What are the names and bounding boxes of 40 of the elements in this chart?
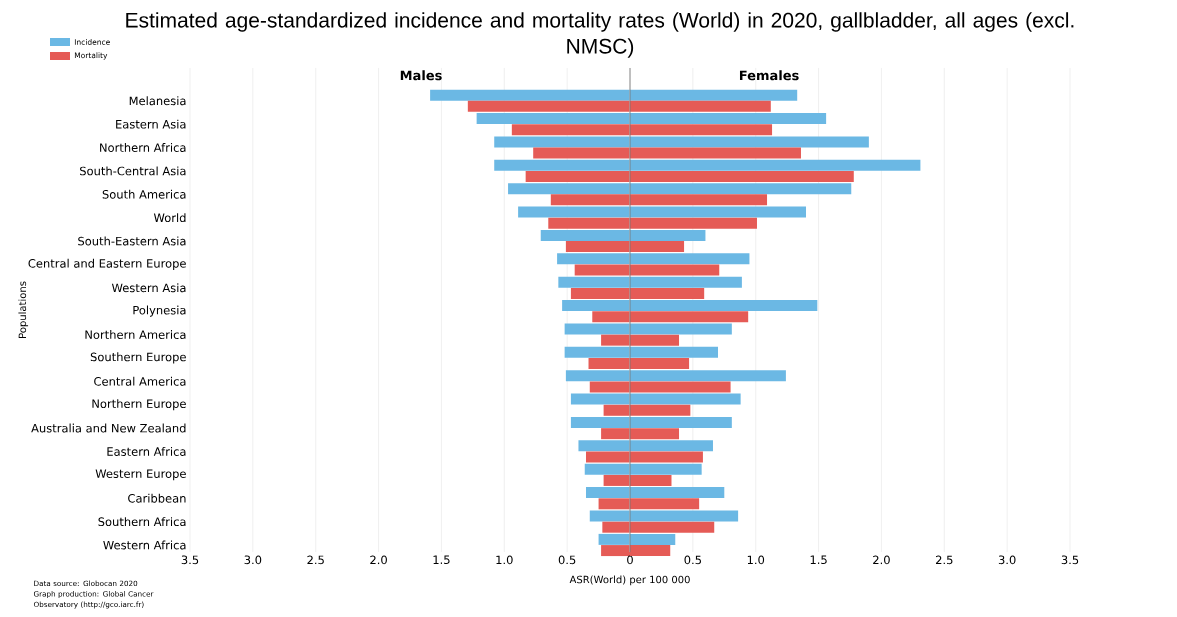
x-tick-label: 3.5 <box>1061 555 1079 565</box>
x-tick-label: 0.5 <box>558 555 576 565</box>
y-tick-label: Western Europe <box>95 469 186 481</box>
x-tick-label: 2.5 <box>935 555 953 565</box>
y-tick-label: South-Central Asia <box>80 166 186 176</box>
chart-subtitle: Females <box>739 70 799 81</box>
y-tick-label: World <box>153 213 186 223</box>
y-axis-title: Populations <box>18 281 29 338</box>
x-axis-title: ASR(World) per 100 000 <box>569 575 690 586</box>
x-tick-label: 2.0 <box>873 555 890 565</box>
x-tick-label: 3.5 <box>181 555 199 565</box>
y-tick-label: Polynesia <box>133 305 186 317</box>
x-tick-label: 2.5 <box>307 555 324 565</box>
y-tick-label: Northern Africa <box>100 143 186 152</box>
x-tick-label: 1.5 <box>433 555 450 565</box>
y-tick-label: Central America <box>94 376 186 386</box>
y-tick-label: Western Asia <box>111 283 186 293</box>
y-tick-label: Central and Eastern Europe <box>28 258 186 270</box>
y-tick-label: South-Eastern Asia <box>78 236 186 246</box>
chart-subtitle: Males <box>400 70 442 81</box>
y-tick-label: Northern America <box>85 330 186 339</box>
y-tick-label: Western Africa <box>103 540 186 550</box>
x-tick-label: 3.0 <box>998 555 1016 565</box>
chart-title: Estimated age-standardized incidence and mortality rates (World) in 2020, gallbladder, all ages (excl. NMSC) <box>126 12 1074 58</box>
x-tick-label: 0.5 <box>684 555 701 565</box>
x-tick-label: 1.0 <box>747 555 765 565</box>
x-tick-label: 1.5 <box>810 555 827 565</box>
y-tick-label: Northern Europe <box>92 399 186 411</box>
y-tick-label: Southern Africa <box>98 517 186 527</box>
y-tick-label: Eastern Africa <box>107 447 186 456</box>
x-tick-label: 2.0 <box>370 555 387 565</box>
x-tick-label: 3.0 <box>244 555 262 565</box>
y-tick-label: Australia and New Zealand <box>31 423 186 433</box>
y-tick-label: South America <box>102 189 186 199</box>
y-tick-label: Eastern Asia <box>116 119 186 129</box>
y-tick-label: Southern Europe <box>90 352 186 364</box>
y-tick-label: Caribbean <box>128 493 186 503</box>
x-tick-label: 1.0 <box>496 555 513 565</box>
y-tick-label: Melanesia <box>129 96 186 106</box>
x-tick-label: 0 <box>627 555 633 565</box>
